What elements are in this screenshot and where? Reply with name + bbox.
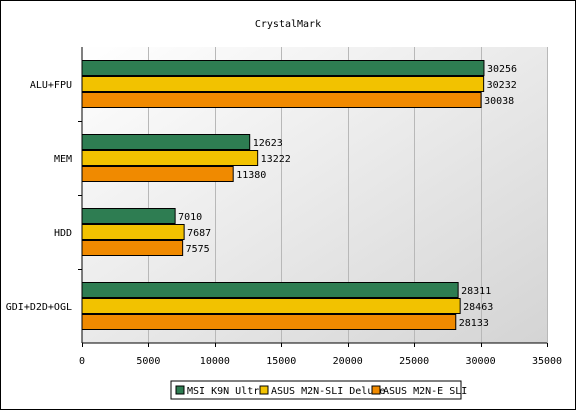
data-label: 12623 <box>253 138 283 149</box>
x-tick-label: 30000 <box>466 356 496 367</box>
data-label: 30038 <box>484 96 514 107</box>
data-label: 30256 <box>487 64 517 75</box>
legend-label: MSI K9N Ultra <box>187 386 265 397</box>
legend-label: ASUS M2N-E SLI <box>383 386 467 397</box>
bar <box>81 76 485 92</box>
data-label: 7010 <box>178 212 202 223</box>
legend-swatch <box>371 385 381 395</box>
legend-swatch <box>175 385 185 395</box>
bar <box>81 298 461 314</box>
x-tick-label: 20000 <box>333 356 363 367</box>
data-label: 28311 <box>461 286 491 297</box>
bar <box>81 150 259 166</box>
data-label: 28463 <box>463 302 493 313</box>
bar <box>81 92 482 108</box>
legend-box <box>170 380 462 400</box>
category-label: ALU+FPU <box>30 80 72 91</box>
bar <box>81 224 185 240</box>
bar <box>81 314 457 330</box>
data-label: 30232 <box>487 80 517 91</box>
bar <box>81 134 251 150</box>
data-label: 13222 <box>261 154 291 165</box>
x-tick-label: 35000 <box>532 356 562 367</box>
chart-title: CrystalMark <box>255 19 321 30</box>
x-tick-label: 25000 <box>399 356 429 367</box>
legend-swatch <box>259 385 269 395</box>
data-label: 28133 <box>459 318 489 329</box>
bar <box>81 282 459 298</box>
category-labels: ALU+FPU MEM HDD GDI+D2D+OGL <box>6 80 82 313</box>
x-tick-label: 0 <box>79 356 85 367</box>
data-label: 7687 <box>187 228 211 239</box>
bar <box>81 166 234 182</box>
data-label: 7575 <box>186 244 210 255</box>
legend-label: ASUS M2N-SLI Deluxe <box>271 386 385 397</box>
category-label: MEM <box>54 154 72 165</box>
x-tick-label: 5000 <box>136 356 160 367</box>
bar <box>81 60 485 76</box>
category-label: GDI+D2D+OGL <box>6 302 72 313</box>
x-ticks: 0 5000 10000 15000 20000 25000 30000 35000 <box>79 343 562 367</box>
x-tick-label: 10000 <box>200 356 230 367</box>
bar <box>81 240 184 256</box>
bar <box>81 208 176 224</box>
data-label: 11380 <box>236 170 266 181</box>
category-label: HDD <box>54 228 72 239</box>
x-tick-label: 15000 <box>266 356 296 367</box>
